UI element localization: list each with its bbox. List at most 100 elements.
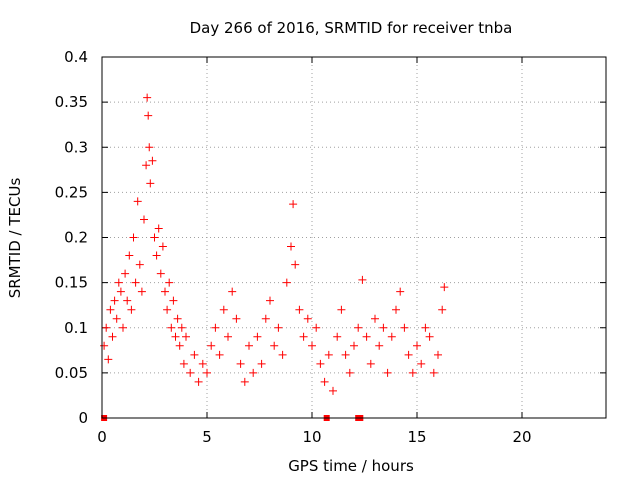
data-point — [408, 368, 417, 377]
data-point — [333, 332, 342, 341]
data-point — [337, 305, 346, 314]
data-point — [440, 283, 449, 292]
y-tick-label: 0.4 — [64, 48, 88, 66]
grid-lines — [102, 57, 606, 418]
data-point — [413, 341, 421, 350]
data-point — [289, 200, 298, 209]
y-tick-label: 0 — [78, 409, 88, 427]
data-point — [125, 251, 134, 260]
y-tick-label: 0.15 — [55, 274, 88, 292]
data-point — [274, 323, 283, 332]
data-point — [198, 359, 207, 368]
y-tick-label: 0.2 — [64, 229, 88, 247]
data-point — [232, 314, 241, 323]
data-point — [253, 332, 262, 341]
data-point — [278, 350, 287, 359]
data-point — [345, 368, 354, 377]
data-point — [387, 332, 396, 341]
data-point — [158, 242, 167, 251]
data-point — [150, 233, 159, 242]
data-point — [366, 359, 375, 368]
data-point — [129, 233, 138, 242]
data-point — [320, 377, 329, 386]
data-point — [194, 377, 203, 386]
data-point — [110, 296, 119, 305]
data-point — [211, 323, 220, 332]
data-point — [245, 341, 253, 350]
data-point — [207, 341, 216, 350]
data-point — [324, 350, 333, 359]
data-point — [358, 275, 367, 284]
data-point — [102, 323, 111, 332]
chart-title: Day 266 of 2016, SRMTID for receiver tnb… — [190, 19, 513, 37]
data-point — [144, 111, 153, 120]
y-tick-label: 0.1 — [64, 319, 88, 337]
data-point — [228, 287, 237, 296]
data-point — [379, 323, 388, 332]
data-point — [137, 287, 146, 296]
data-point — [270, 341, 279, 350]
data-point — [152, 251, 161, 260]
data-point — [116, 287, 125, 296]
data-point — [350, 341, 358, 350]
y-tick-label: 0.25 — [55, 183, 88, 201]
y-tick-label: 0.05 — [55, 364, 88, 382]
data-point — [156, 269, 165, 278]
data-point — [106, 305, 115, 314]
data-point — [303, 314, 312, 323]
data-point — [240, 377, 249, 386]
data-point — [140, 215, 148, 224]
plot-border — [101, 56, 607, 419]
x-tick-label: 20 — [512, 428, 531, 446]
data-point — [131, 278, 140, 287]
data-point — [203, 368, 211, 377]
data-point — [171, 332, 180, 341]
data-point — [375, 341, 384, 350]
x-axis-label: GPS time / hours — [288, 457, 414, 475]
data-point — [161, 287, 169, 296]
data-point — [169, 296, 178, 305]
data-point — [392, 305, 400, 314]
data-point — [142, 161, 151, 170]
data-point — [114, 278, 123, 287]
data-point — [186, 368, 195, 377]
data-point — [404, 350, 413, 359]
data-point — [175, 341, 184, 350]
data-point — [261, 314, 270, 323]
data-point — [177, 323, 186, 332]
data-point — [341, 350, 350, 359]
data-point — [121, 269, 130, 278]
x-tick-label: 10 — [302, 428, 321, 446]
data-point — [190, 350, 199, 359]
data-point — [182, 332, 190, 341]
data-point — [312, 323, 321, 332]
data-point — [371, 314, 379, 323]
tick-labels: 0 5 10 15 20 0 0.05 0.1 0.15 0.2 0.25 0.3 0.35 0.4 — [55, 48, 532, 446]
data-point — [219, 305, 228, 314]
data-point — [362, 332, 371, 341]
data-point — [215, 350, 224, 359]
data-point — [148, 156, 157, 165]
data-point — [146, 179, 155, 188]
data-point — [127, 305, 136, 314]
y-tick-label: 0.35 — [55, 93, 88, 111]
data-point — [123, 296, 132, 305]
data-point — [417, 359, 426, 368]
data-point — [438, 305, 447, 314]
data-point — [383, 368, 392, 377]
data-point — [329, 386, 337, 395]
data-point — [236, 359, 245, 368]
data-point — [266, 296, 274, 305]
data-point — [173, 314, 182, 323]
data-point — [291, 260, 300, 269]
data-point — [429, 368, 438, 377]
data-point — [299, 332, 308, 341]
data-point — [421, 323, 430, 332]
data-point — [308, 341, 316, 350]
y-tick-label: 0.3 — [64, 138, 88, 156]
data-point — [104, 355, 113, 364]
data-point — [316, 359, 325, 368]
y-axis-label: SRMTID / TECUs — [6, 178, 24, 299]
